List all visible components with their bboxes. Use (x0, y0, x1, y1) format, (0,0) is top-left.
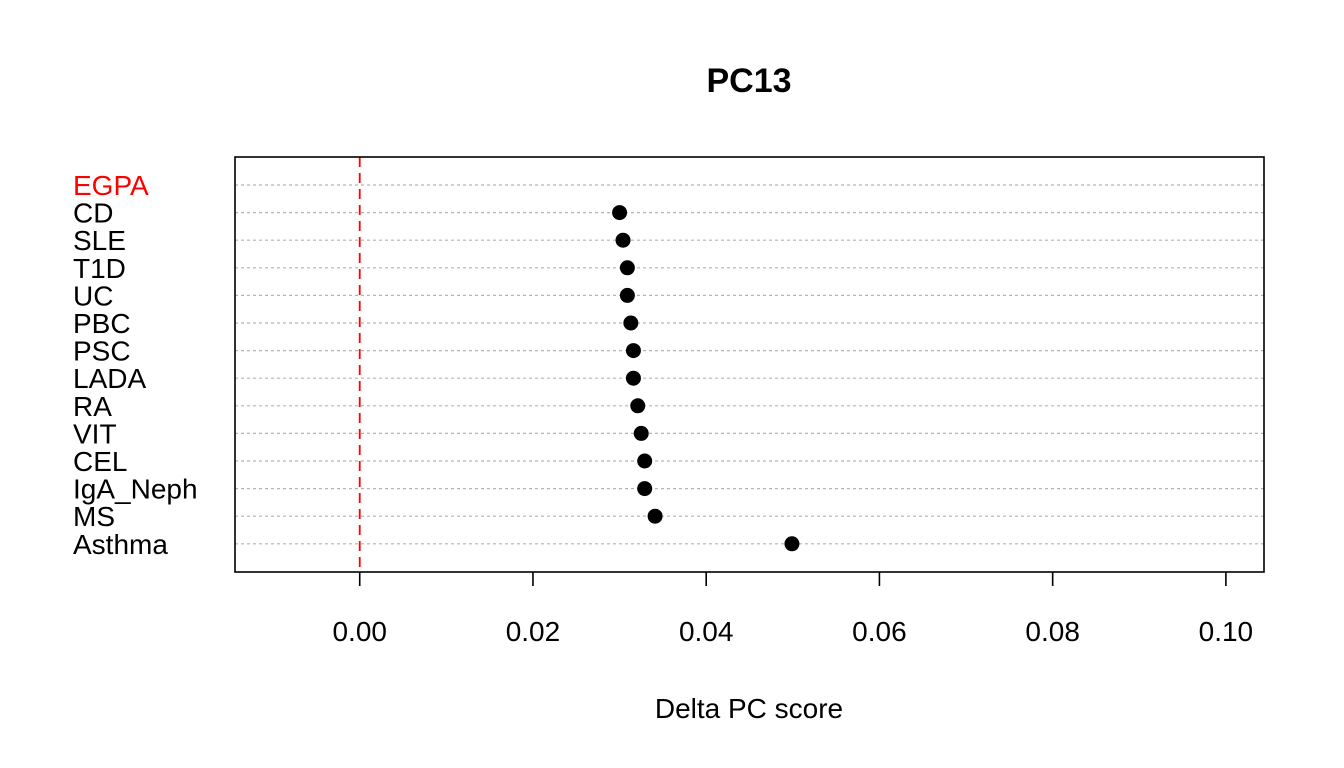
point-iga_neph (637, 481, 653, 497)
data-points (612, 205, 800, 552)
point-uc (619, 287, 635, 303)
category-label-sle: SLE (73, 225, 126, 256)
category-label-cel: CEL (73, 446, 127, 477)
category-label-asthma: Asthma (73, 529, 168, 560)
category-label-vit: VIT (73, 418, 117, 449)
point-vit (633, 425, 649, 441)
grid-lines (235, 184, 1264, 545)
chart-title: PC13 (706, 62, 791, 100)
point-psc (625, 343, 641, 359)
point-ms (647, 508, 663, 524)
category-label-ra: RA (73, 391, 112, 422)
category-label-lada: LADA (73, 363, 146, 394)
x-tick-label: 0.08 (1025, 616, 1080, 647)
category-label-iga_neph: IgA_Neph (73, 474, 198, 505)
x-tick-label: 0.10 (1199, 616, 1254, 647)
category-labels: EGPACDSLET1DUCPBCPSCLADARAVITCELIgA_Neph… (73, 170, 198, 560)
category-label-ms: MS (73, 501, 115, 532)
x-tick-label: 0.02 (506, 616, 561, 647)
point-pbc (623, 315, 639, 331)
category-label-pbc: PBC (73, 308, 131, 339)
point-lada (625, 370, 641, 386)
x-axis-label: Delta PC score (655, 693, 843, 724)
point-cel (637, 453, 653, 469)
category-label-t1d: T1D (73, 253, 126, 284)
point-cd (612, 205, 628, 221)
point-t1d (619, 260, 635, 276)
x-axis: 0.00 0.02 0.04 0.06 0.08 0.10 (332, 572, 1253, 647)
point-asthma (784, 536, 800, 552)
category-label-cd: CD (73, 198, 113, 229)
category-label-egpa: EGPA (73, 170, 149, 201)
plot-frame (234, 156, 1265, 573)
x-tick-label: 0.00 (332, 616, 387, 647)
category-label-uc: UC (73, 280, 113, 311)
point-sle (615, 232, 631, 248)
x-tick-label: 0.04 (679, 616, 734, 647)
category-label-psc: PSC (73, 336, 131, 367)
x-tick-label: 0.06 (852, 616, 907, 647)
point-ra (630, 398, 646, 414)
